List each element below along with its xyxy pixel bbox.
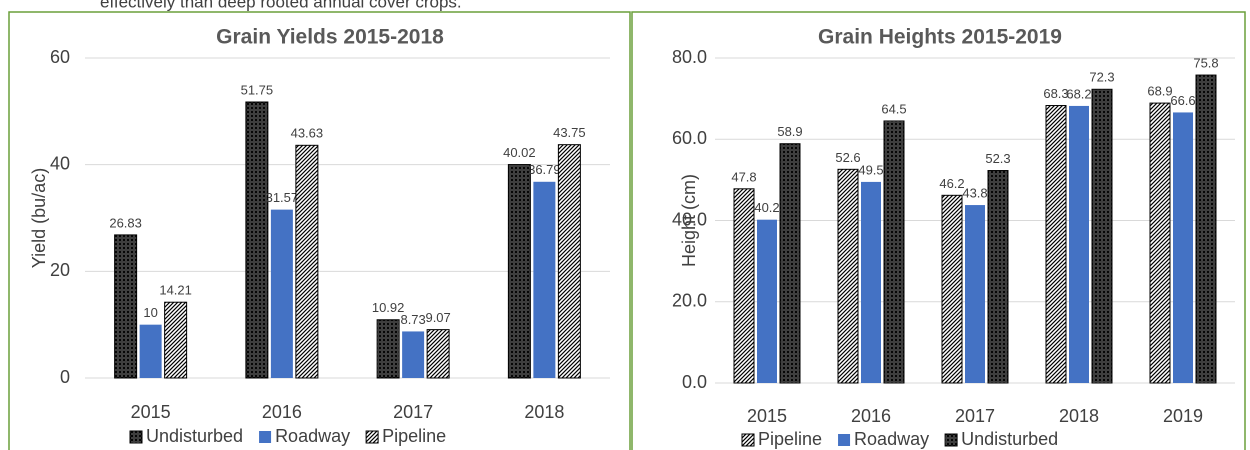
data-label: 10 [143,305,157,320]
data-label: 64.5 [881,101,906,116]
bar [139,324,162,378]
data-label: 43.8 [962,186,987,201]
data-label: 49.5 [858,162,883,177]
bar [1069,105,1089,383]
legend-label: Pipeline [382,426,446,446]
legend-label: Undisturbed [961,429,1058,449]
data-label: 52.3 [985,151,1010,166]
data-label: 46.2 [939,176,964,191]
data-label: 36.79 [528,162,561,177]
y-axis-label: Yield (bu/ac) [29,168,49,268]
data-label: 8.73 [400,312,425,327]
bar [987,170,1009,384]
y-tick-label: 80.0 [672,47,707,67]
x-tick-label: 2018 [524,402,564,422]
chart-frame [8,11,631,450]
legend-swatch [838,434,851,446]
data-label: 31.57 [266,190,299,205]
data-label: 68.2 [1066,86,1091,101]
legend-swatch [259,431,272,443]
data-label: 47.8 [731,169,756,184]
legend-label: Roadway [854,429,929,449]
legend-swatch [944,433,958,447]
bar [507,164,531,379]
legend-swatch [741,433,755,447]
bar [733,188,755,384]
legend-swatch [129,430,143,444]
y-tick-label: 40.0 [672,209,707,229]
bar [245,101,269,379]
x-tick-label: 2015 [131,402,171,422]
data-label: 72.3 [1089,70,1114,85]
bar [883,120,905,384]
legend-swatch [365,430,379,444]
x-tick-label: 2016 [262,402,302,422]
x-tick-label: 2017 [955,406,995,426]
data-label: 68.9 [1147,84,1172,99]
data-label: 43.63 [291,126,324,141]
data-label: 58.9 [777,124,802,139]
data-label: 66.6 [1170,93,1195,108]
bar [270,209,293,378]
data-label: 51.75 [241,82,274,97]
bar [1173,112,1193,383]
y-tick-label: 60 [50,47,70,67]
chart-title: Grain Heights 2015-2019 [818,26,1062,49]
data-label: 40.02 [503,145,536,160]
y-tick-label: 0 [60,367,70,387]
data-label: 14.21 [159,283,192,298]
bar [837,168,859,384]
bar [114,234,138,379]
data-label: 9.07 [425,310,450,325]
y-tick-label: 0.0 [682,372,707,392]
bar [426,329,450,379]
bar [533,181,556,378]
bar [941,194,963,384]
body-text: effectively than deep rooted annual cove… [100,0,462,11]
x-tick-label: 2018 [1059,406,1099,426]
legend-label: Undisturbed [146,426,243,446]
data-label: 52.6 [835,150,860,165]
bar [965,205,985,383]
charts: Grain Yields 2015-2018 Yield (bu/ac) 0 20 40… [29,26,1235,449]
bar [1195,74,1217,384]
y-axis-label: Height (cm) [679,174,699,267]
bar [779,143,801,384]
data-label: 26.83 [109,215,142,230]
data-label: 68.3 [1043,86,1068,101]
y-tick-label: 40 [50,153,70,173]
chart-frame [631,11,1246,450]
bar [1149,102,1171,384]
y-tick-label: 20 [50,260,70,280]
x-tick-label: 2017 [393,402,433,422]
bar [1091,88,1113,384]
legend-label: Pipeline [758,429,822,449]
bar [757,219,777,383]
chart-title: Grain Yields 2015-2018 [216,26,444,49]
bar [164,301,188,379]
x-tick-label: 2015 [747,406,787,426]
legend-label: Roadway [275,426,350,446]
data-label: 75.8 [1193,56,1218,71]
x-tick-label: 2019 [1163,406,1203,426]
bar [861,181,881,383]
bar [295,144,319,379]
data-label: 43.75 [553,125,586,140]
y-tick-label: 20.0 [672,291,707,311]
data-label: 10.92 [372,300,405,315]
bar [1045,105,1067,384]
bar [557,144,581,379]
x-tick-label: 2016 [851,406,891,426]
data-label: 40.2 [754,200,779,215]
bar [376,319,400,379]
bar [402,331,425,378]
y-tick-label: 60.0 [672,128,707,148]
